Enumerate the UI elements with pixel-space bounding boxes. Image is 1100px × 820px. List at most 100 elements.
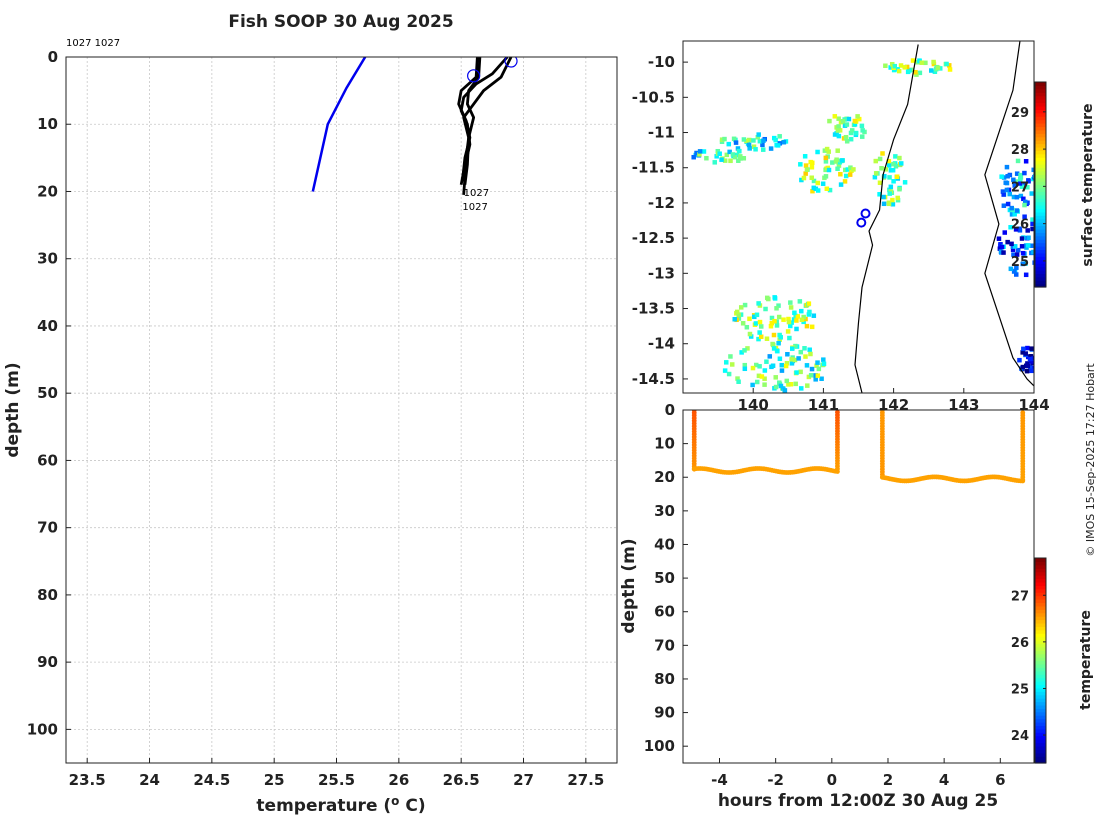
sst-cell bbox=[881, 194, 886, 200]
y-tick-label: 50 bbox=[37, 384, 58, 402]
sst-cell bbox=[1014, 208, 1020, 213]
sst-cell bbox=[1005, 174, 1010, 179]
sst-colorbar-tick-label: 29 bbox=[1011, 106, 1029, 121]
sst-cell bbox=[756, 301, 761, 306]
sst-cell bbox=[774, 306, 779, 311]
sst-cell bbox=[932, 69, 938, 74]
sst-colorbar-swatch bbox=[1035, 235, 1046, 240]
sst-cell bbox=[848, 130, 854, 136]
sst-cell bbox=[947, 67, 953, 72]
sst-cell bbox=[1009, 212, 1015, 217]
sst-cell bbox=[1029, 368, 1034, 374]
dt-y-tick-label: 0 bbox=[665, 401, 675, 419]
sst-cell bbox=[843, 135, 849, 141]
x-tick-label: 23.5 bbox=[69, 771, 106, 789]
sst-cell bbox=[856, 116, 862, 122]
sst-cell bbox=[726, 371, 732, 377]
sst-colorbar-swatch bbox=[1035, 136, 1046, 141]
sst-cell bbox=[827, 118, 832, 124]
sst-cell bbox=[771, 346, 777, 351]
sst-cell bbox=[886, 159, 892, 164]
x-tick-label: 24.5 bbox=[193, 771, 230, 789]
temp-colorbar-swatch bbox=[1035, 674, 1046, 679]
sst-cell bbox=[788, 382, 794, 387]
sst-cell bbox=[796, 356, 801, 361]
sst-map-panel: -10 -10.5 -11 -11.5 -12 -12.5 -13 -13.5 -14 -14.5… bbox=[632, 40, 1096, 414]
sst-cell bbox=[733, 140, 739, 145]
sst-cell bbox=[754, 312, 760, 318]
sst-cell bbox=[1029, 359, 1034, 364]
sst-cell bbox=[821, 361, 827, 367]
sst-cell bbox=[747, 331, 753, 337]
dt-y-tick-label: 30 bbox=[654, 502, 675, 520]
y-tick-label: 40 bbox=[37, 317, 58, 335]
sst-cell bbox=[839, 158, 845, 163]
temp-colorbar-swatch bbox=[1035, 609, 1046, 614]
sst-cell bbox=[758, 334, 764, 339]
sst-cell bbox=[697, 149, 703, 154]
temp-colorbar-swatch bbox=[1035, 643, 1046, 648]
sst-cell bbox=[883, 63, 888, 68]
sst-cell bbox=[756, 373, 762, 379]
sst-cell bbox=[804, 323, 810, 329]
y-tick-label: 30 bbox=[37, 250, 58, 268]
sst-colorbar-swatch bbox=[1035, 218, 1046, 223]
sst-cell bbox=[751, 138, 756, 143]
sst-cell bbox=[835, 148, 840, 153]
sst-cell bbox=[740, 321, 746, 326]
sst-colorbar-swatch bbox=[1035, 256, 1046, 261]
sst-cell bbox=[886, 163, 892, 168]
sst-cell bbox=[728, 354, 733, 359]
sst-cell bbox=[1031, 249, 1034, 255]
temp-colorbar-tick-label: 26 bbox=[1011, 636, 1029, 651]
sst-cell bbox=[760, 147, 766, 152]
temp-colorbar-swatch bbox=[1035, 752, 1046, 757]
sst-cell bbox=[893, 164, 899, 169]
temp-colorbar-swatch bbox=[1035, 677, 1046, 682]
sst-cell bbox=[791, 317, 797, 322]
sst-cell bbox=[893, 154, 898, 159]
sst-cell bbox=[764, 336, 770, 341]
sst-cell bbox=[890, 197, 895, 203]
top-annotation: 1027 1027 bbox=[66, 38, 120, 49]
sst-cell bbox=[730, 152, 736, 157]
surface-marker bbox=[504, 57, 518, 68]
sst-cell bbox=[784, 378, 790, 384]
sst-cell bbox=[1011, 252, 1016, 257]
sst-cell bbox=[1014, 265, 1019, 270]
dt-point bbox=[835, 410, 840, 415]
sst-cell bbox=[1011, 177, 1016, 183]
sst-cell bbox=[754, 379, 760, 385]
sst-cell bbox=[1024, 368, 1030, 374]
temp-colorbar-swatch bbox=[1035, 694, 1046, 699]
sst-cell bbox=[836, 124, 841, 129]
sst-colorbar-tick-label: 28 bbox=[1011, 143, 1029, 158]
dt-y-tick-label: 80 bbox=[654, 670, 675, 688]
sst-cell bbox=[923, 60, 928, 66]
sst-cell bbox=[753, 362, 759, 368]
temp-colorbar-swatch bbox=[1035, 602, 1046, 607]
sst-cell bbox=[1009, 241, 1014, 247]
sst-cell bbox=[789, 320, 794, 325]
sst-colorbar-swatch bbox=[1035, 146, 1046, 151]
y-tick-label: 60 bbox=[37, 451, 58, 469]
temp-colorbar-swatch bbox=[1035, 749, 1046, 754]
sst-cell bbox=[744, 324, 750, 330]
y-tick-label: 10 bbox=[37, 115, 58, 133]
temp-colorbar-swatch bbox=[1035, 708, 1046, 713]
temp-colorbar-swatch bbox=[1035, 575, 1046, 580]
sst-cell bbox=[777, 356, 783, 362]
sst-cell bbox=[1026, 179, 1031, 184]
sst-cell bbox=[910, 58, 916, 63]
sst-cell bbox=[758, 324, 764, 329]
sst-cell bbox=[803, 354, 808, 359]
sst-cell bbox=[897, 186, 902, 192]
sst-cell bbox=[1009, 205, 1014, 211]
dt-x-tick-label: -2 bbox=[767, 771, 784, 789]
sst-cell bbox=[724, 152, 730, 158]
y-tick-label: 0 bbox=[48, 48, 58, 66]
dt-y-tick-label: 50 bbox=[654, 569, 675, 587]
sst-colorbar-swatch bbox=[1035, 252, 1046, 257]
sst-cell bbox=[889, 61, 895, 67]
sst-cell bbox=[826, 149, 831, 154]
